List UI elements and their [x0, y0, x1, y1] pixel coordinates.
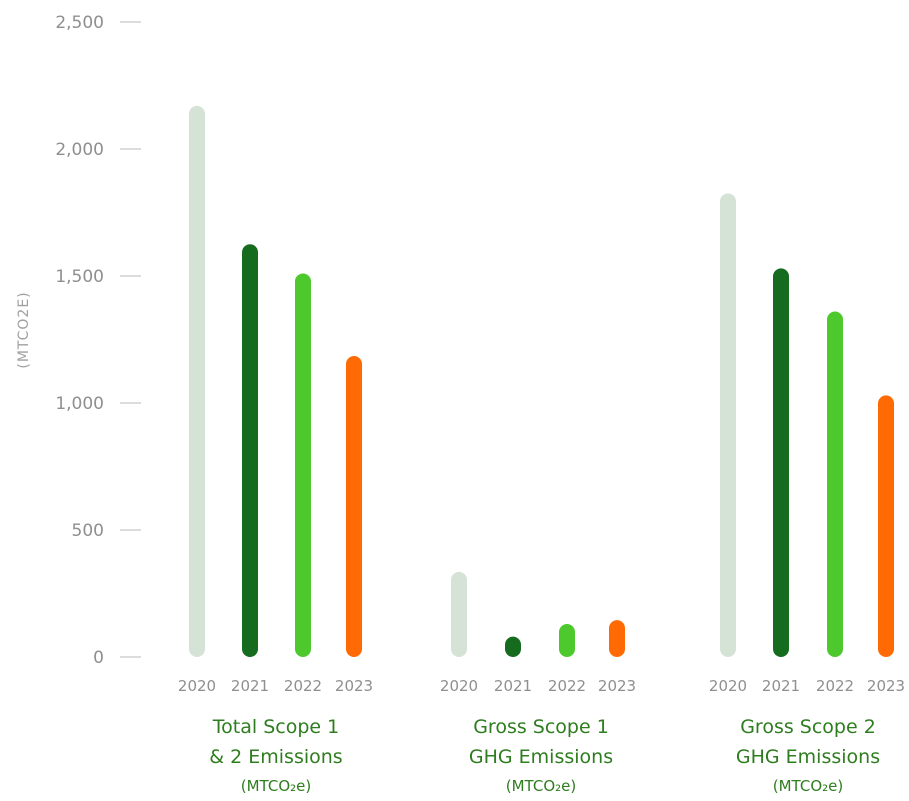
- y-tick-label: 0: [93, 648, 104, 668]
- group-title-line: & 2 Emissions: [209, 746, 342, 768]
- group-title-line: GHG Emissions: [469, 746, 613, 768]
- group-unit-label: (MTCO₂e): [506, 777, 576, 795]
- x-tick-label: 2022: [816, 677, 854, 695]
- x-tick-label: 2021: [762, 677, 800, 695]
- x-tick-label: 2020: [440, 677, 478, 695]
- bar-2022: [827, 311, 843, 657]
- x-tick-label: 2021: [494, 677, 532, 695]
- bar-2022: [295, 273, 311, 657]
- x-tick-label: 2020: [178, 677, 216, 695]
- x-tick-label: 2022: [284, 677, 322, 695]
- bar-2022: [559, 623, 575, 657]
- y-tick-label: 1,500: [55, 267, 104, 287]
- group-title-line: GHG Emissions: [736, 746, 880, 768]
- y-tick-label: 1,000: [55, 394, 104, 414]
- x-tick-label: 2021: [231, 677, 269, 695]
- bar-2020: [189, 105, 205, 657]
- x-tick-label: 2023: [335, 677, 373, 695]
- bar-2023: [609, 620, 625, 657]
- y-tick-label: 2,500: [55, 13, 104, 33]
- group-unit-label: (MTCO₂e): [241, 777, 311, 795]
- bar-2020: [451, 571, 467, 657]
- bar-2023: [346, 356, 362, 657]
- group-title-line: Gross Scope 1: [473, 716, 609, 738]
- group-title-line: Total Scope 1: [212, 716, 339, 738]
- y-axis: 0 500 1,000 1,500 2,000 2,500: [55, 13, 141, 668]
- y-tick-label: 2,000: [55, 140, 104, 160]
- x-tick-label: 2023: [598, 677, 636, 695]
- group-title-line: Gross Scope 2: [740, 716, 876, 738]
- group-unit-label: (MTCO₂e): [773, 777, 843, 795]
- group-labels: 2020 2021 2022 2023 Total Scope 1 & 2 Emissio…: [178, 677, 905, 795]
- x-tick-label: 2020: [709, 677, 747, 695]
- y-axis-label: (MTCO2E): [16, 291, 32, 368]
- bar-2021: [505, 636, 521, 657]
- x-tick-label: 2023: [867, 677, 905, 695]
- bar-2020: [720, 193, 736, 657]
- x-tick-label: 2022: [548, 677, 586, 695]
- bar-2021: [242, 244, 258, 657]
- y-tick-label: 500: [72, 521, 104, 541]
- bar-2023: [878, 395, 894, 657]
- bars: [189, 105, 894, 657]
- bar-2021: [773, 268, 789, 657]
